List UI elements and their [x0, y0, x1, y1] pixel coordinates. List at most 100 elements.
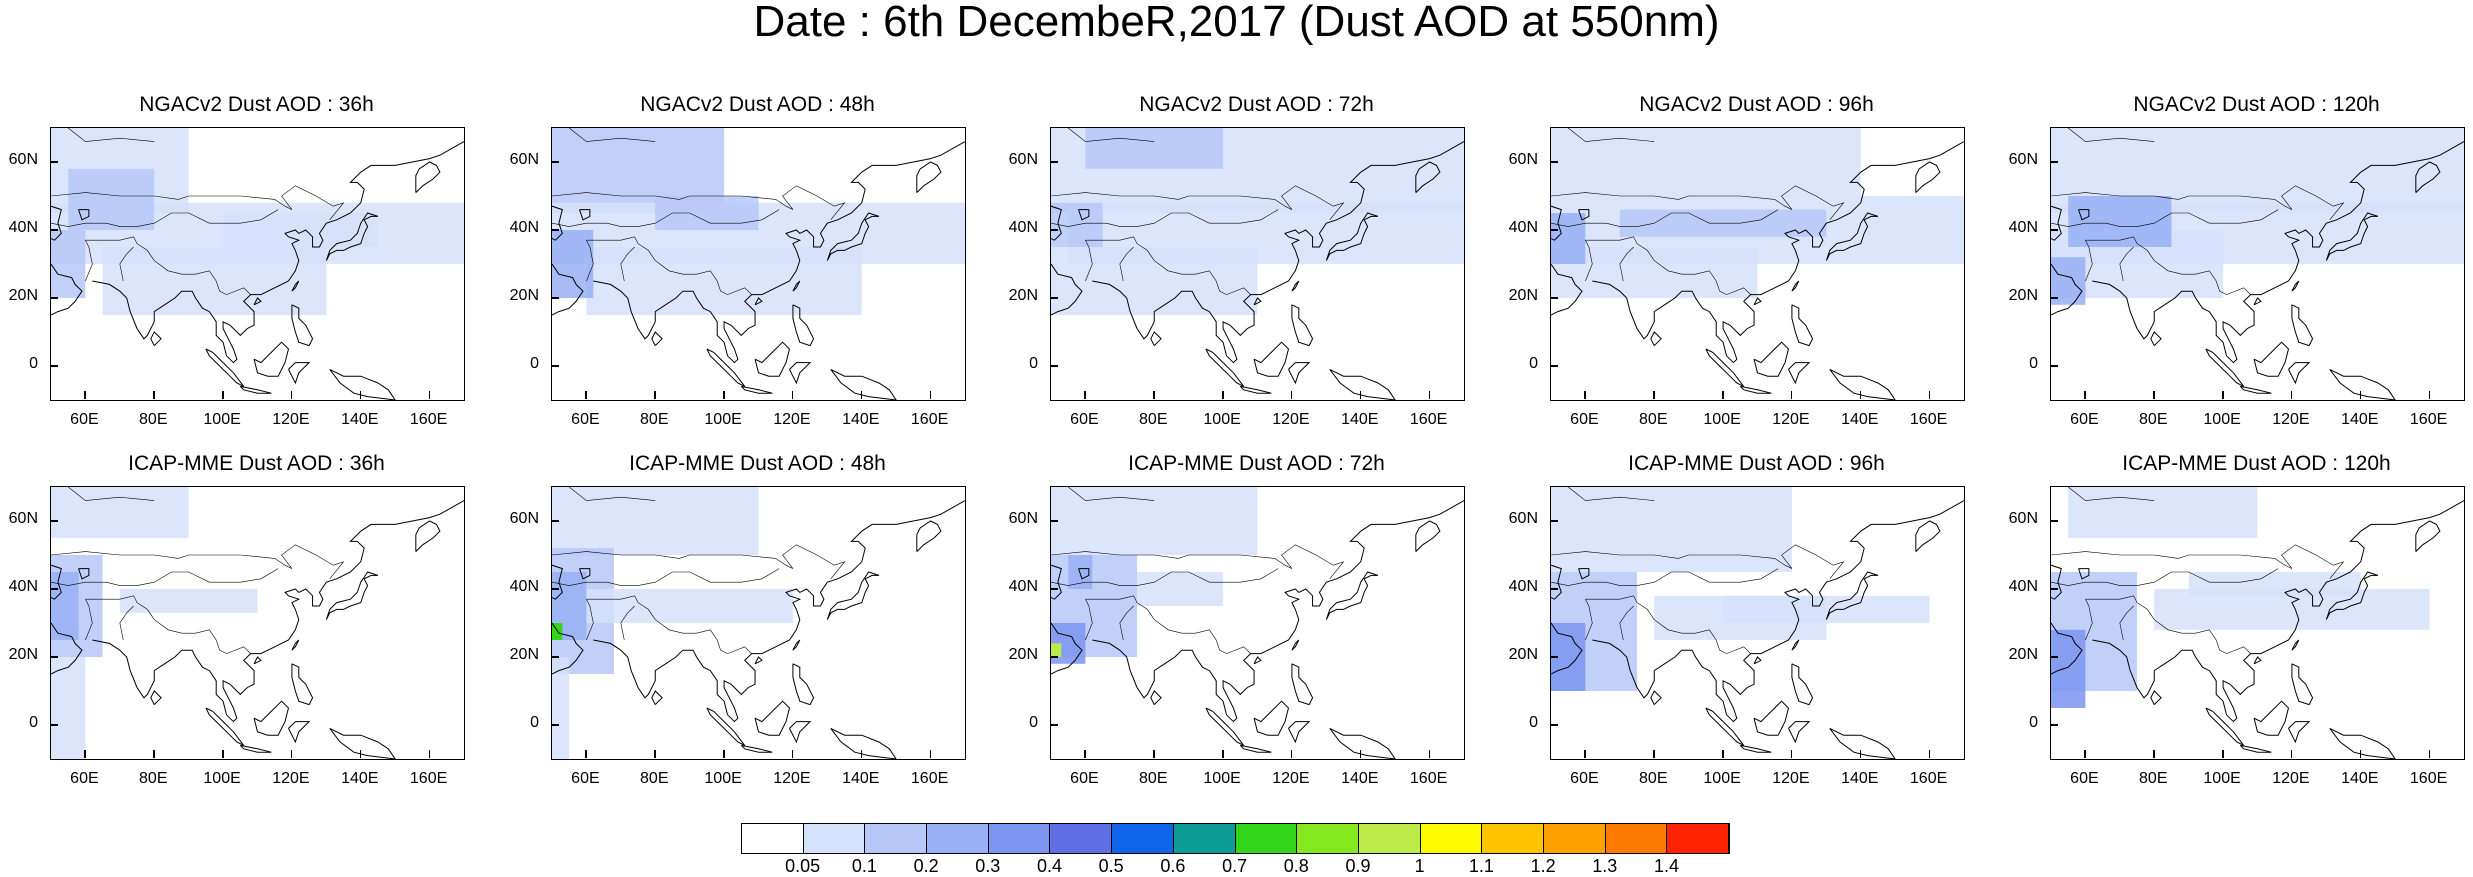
country-border — [1068, 128, 1155, 142]
lat-tick — [50, 724, 58, 726]
lon-tick — [1859, 750, 1862, 758]
coastline — [1092, 500, 1464, 723]
lat-tick — [50, 588, 58, 590]
lat-tick — [2050, 365, 2058, 367]
lon-label: 140E — [341, 411, 379, 428]
coastline — [1791, 663, 1814, 706]
dust-region — [586, 589, 793, 623]
lon-label: 140E — [2341, 411, 2379, 428]
lat-label: 0 — [530, 355, 539, 372]
map-panel: NGACv2 Dust AOD : 120h 60N 40N 20N 0 60E 80E 10… — [2009, 93, 2465, 428]
lat-tick — [1550, 161, 1558, 163]
colorbar-label: 1.4 — [1653, 856, 1680, 876]
coastline — [2291, 280, 2300, 292]
country-border — [586, 599, 594, 641]
coastline — [826, 212, 880, 261]
lat-label: 60N — [2008, 510, 2038, 527]
lon-label: 100E — [704, 770, 742, 787]
country-border — [1585, 236, 1751, 295]
map-frame — [1050, 486, 1465, 760]
country-border — [1619, 246, 1634, 282]
coastline — [1253, 656, 1262, 665]
lon-label: 80E — [1139, 411, 1168, 428]
panel-title: NGACv2 Dust AOD : 96h — [1639, 93, 1874, 116]
coastline — [754, 297, 763, 306]
country-border — [1619, 605, 1634, 641]
country-border — [2051, 568, 2279, 586]
coastline — [789, 721, 812, 744]
country-border — [68, 128, 155, 142]
country-border — [1585, 599, 1593, 641]
coastline — [51, 622, 83, 675]
lat-tick — [1550, 229, 1558, 231]
dust-region — [51, 487, 189, 538]
lon-tick — [1653, 750, 1655, 758]
lat-label: 40N — [1508, 578, 1538, 595]
lat-label: 0 — [29, 714, 38, 731]
lon-tick — [723, 391, 725, 399]
coastline — [754, 656, 763, 665]
coastline — [1753, 656, 1762, 665]
panel-title: ICAP-MME Dust AOD : 72h — [1128, 452, 1385, 475]
lat-label: 60N — [1508, 151, 1538, 168]
lon-label: 80E — [640, 411, 669, 428]
coastline — [2205, 707, 2245, 746]
colorbar-swatch — [865, 824, 928, 853]
lon-tick — [654, 750, 656, 758]
coastline — [1705, 348, 1745, 387]
coastline — [51, 564, 62, 600]
lon-label: 140E — [842, 770, 880, 787]
country-border — [620, 246, 635, 282]
map-frame — [2050, 127, 2465, 401]
dust-region — [552, 657, 570, 759]
lat-label: 40N — [509, 219, 539, 236]
coastline — [1329, 368, 1396, 400]
coastline — [1150, 690, 1162, 705]
map-panel: NGACv2 Dust AOD : 36h 60N 40N 20N 0 60E 80E 100… — [9, 93, 465, 428]
coastline — [1578, 568, 1590, 580]
lat-label: 0 — [29, 355, 38, 372]
colorbar-label: 0.8 — [1283, 856, 1309, 876]
coastline — [1291, 304, 1314, 347]
coastline — [1239, 744, 1272, 753]
dust-region — [2068, 196, 2172, 247]
lon-tick — [1653, 391, 1655, 399]
coastline — [1325, 571, 1379, 620]
coastline — [2288, 721, 2311, 744]
lat-label: 20N — [509, 287, 539, 304]
lon-label: 60E — [1570, 411, 1599, 428]
lon-tick — [585, 391, 587, 399]
lat-tick — [1550, 297, 1558, 299]
map-frame — [1550, 486, 1965, 760]
coastline — [1915, 520, 1941, 552]
map-frame — [2050, 486, 2465, 760]
country-border — [68, 487, 155, 501]
lon-tick — [153, 750, 155, 758]
coastline — [1092, 141, 1464, 364]
lat-tick — [2050, 297, 2058, 299]
lon-tick — [1584, 391, 1586, 399]
dust-region — [1551, 128, 1861, 196]
lon-label: 80E — [1639, 770, 1668, 787]
lon-label: 60E — [571, 411, 600, 428]
panel-title: NGACv2 Dust AOD : 36h — [139, 93, 374, 116]
lat-tick — [1550, 520, 1558, 522]
coastline — [1205, 348, 1245, 387]
lon-tick — [2290, 391, 2293, 399]
map-frame — [50, 127, 465, 401]
lon-tick — [1290, 391, 1293, 399]
coastline — [2051, 263, 2083, 316]
coastline — [92, 500, 464, 723]
lat-label: 40N — [8, 578, 38, 595]
colorbar-swatch — [1482, 824, 1544, 853]
map-panel: ICAP-MME Dust AOD : 96h 60N 40N 20N 0 60E 80E 1… — [1509, 452, 1965, 787]
coastline — [1239, 385, 1272, 394]
coastline — [552, 622, 584, 675]
dust-region — [1137, 572, 1224, 606]
coastline — [1791, 639, 1800, 651]
lat-label: 0 — [530, 714, 539, 731]
coastline — [2253, 700, 2290, 736]
map-frame — [50, 486, 465, 760]
dust-region — [68, 168, 155, 230]
country-border — [1585, 595, 1751, 654]
